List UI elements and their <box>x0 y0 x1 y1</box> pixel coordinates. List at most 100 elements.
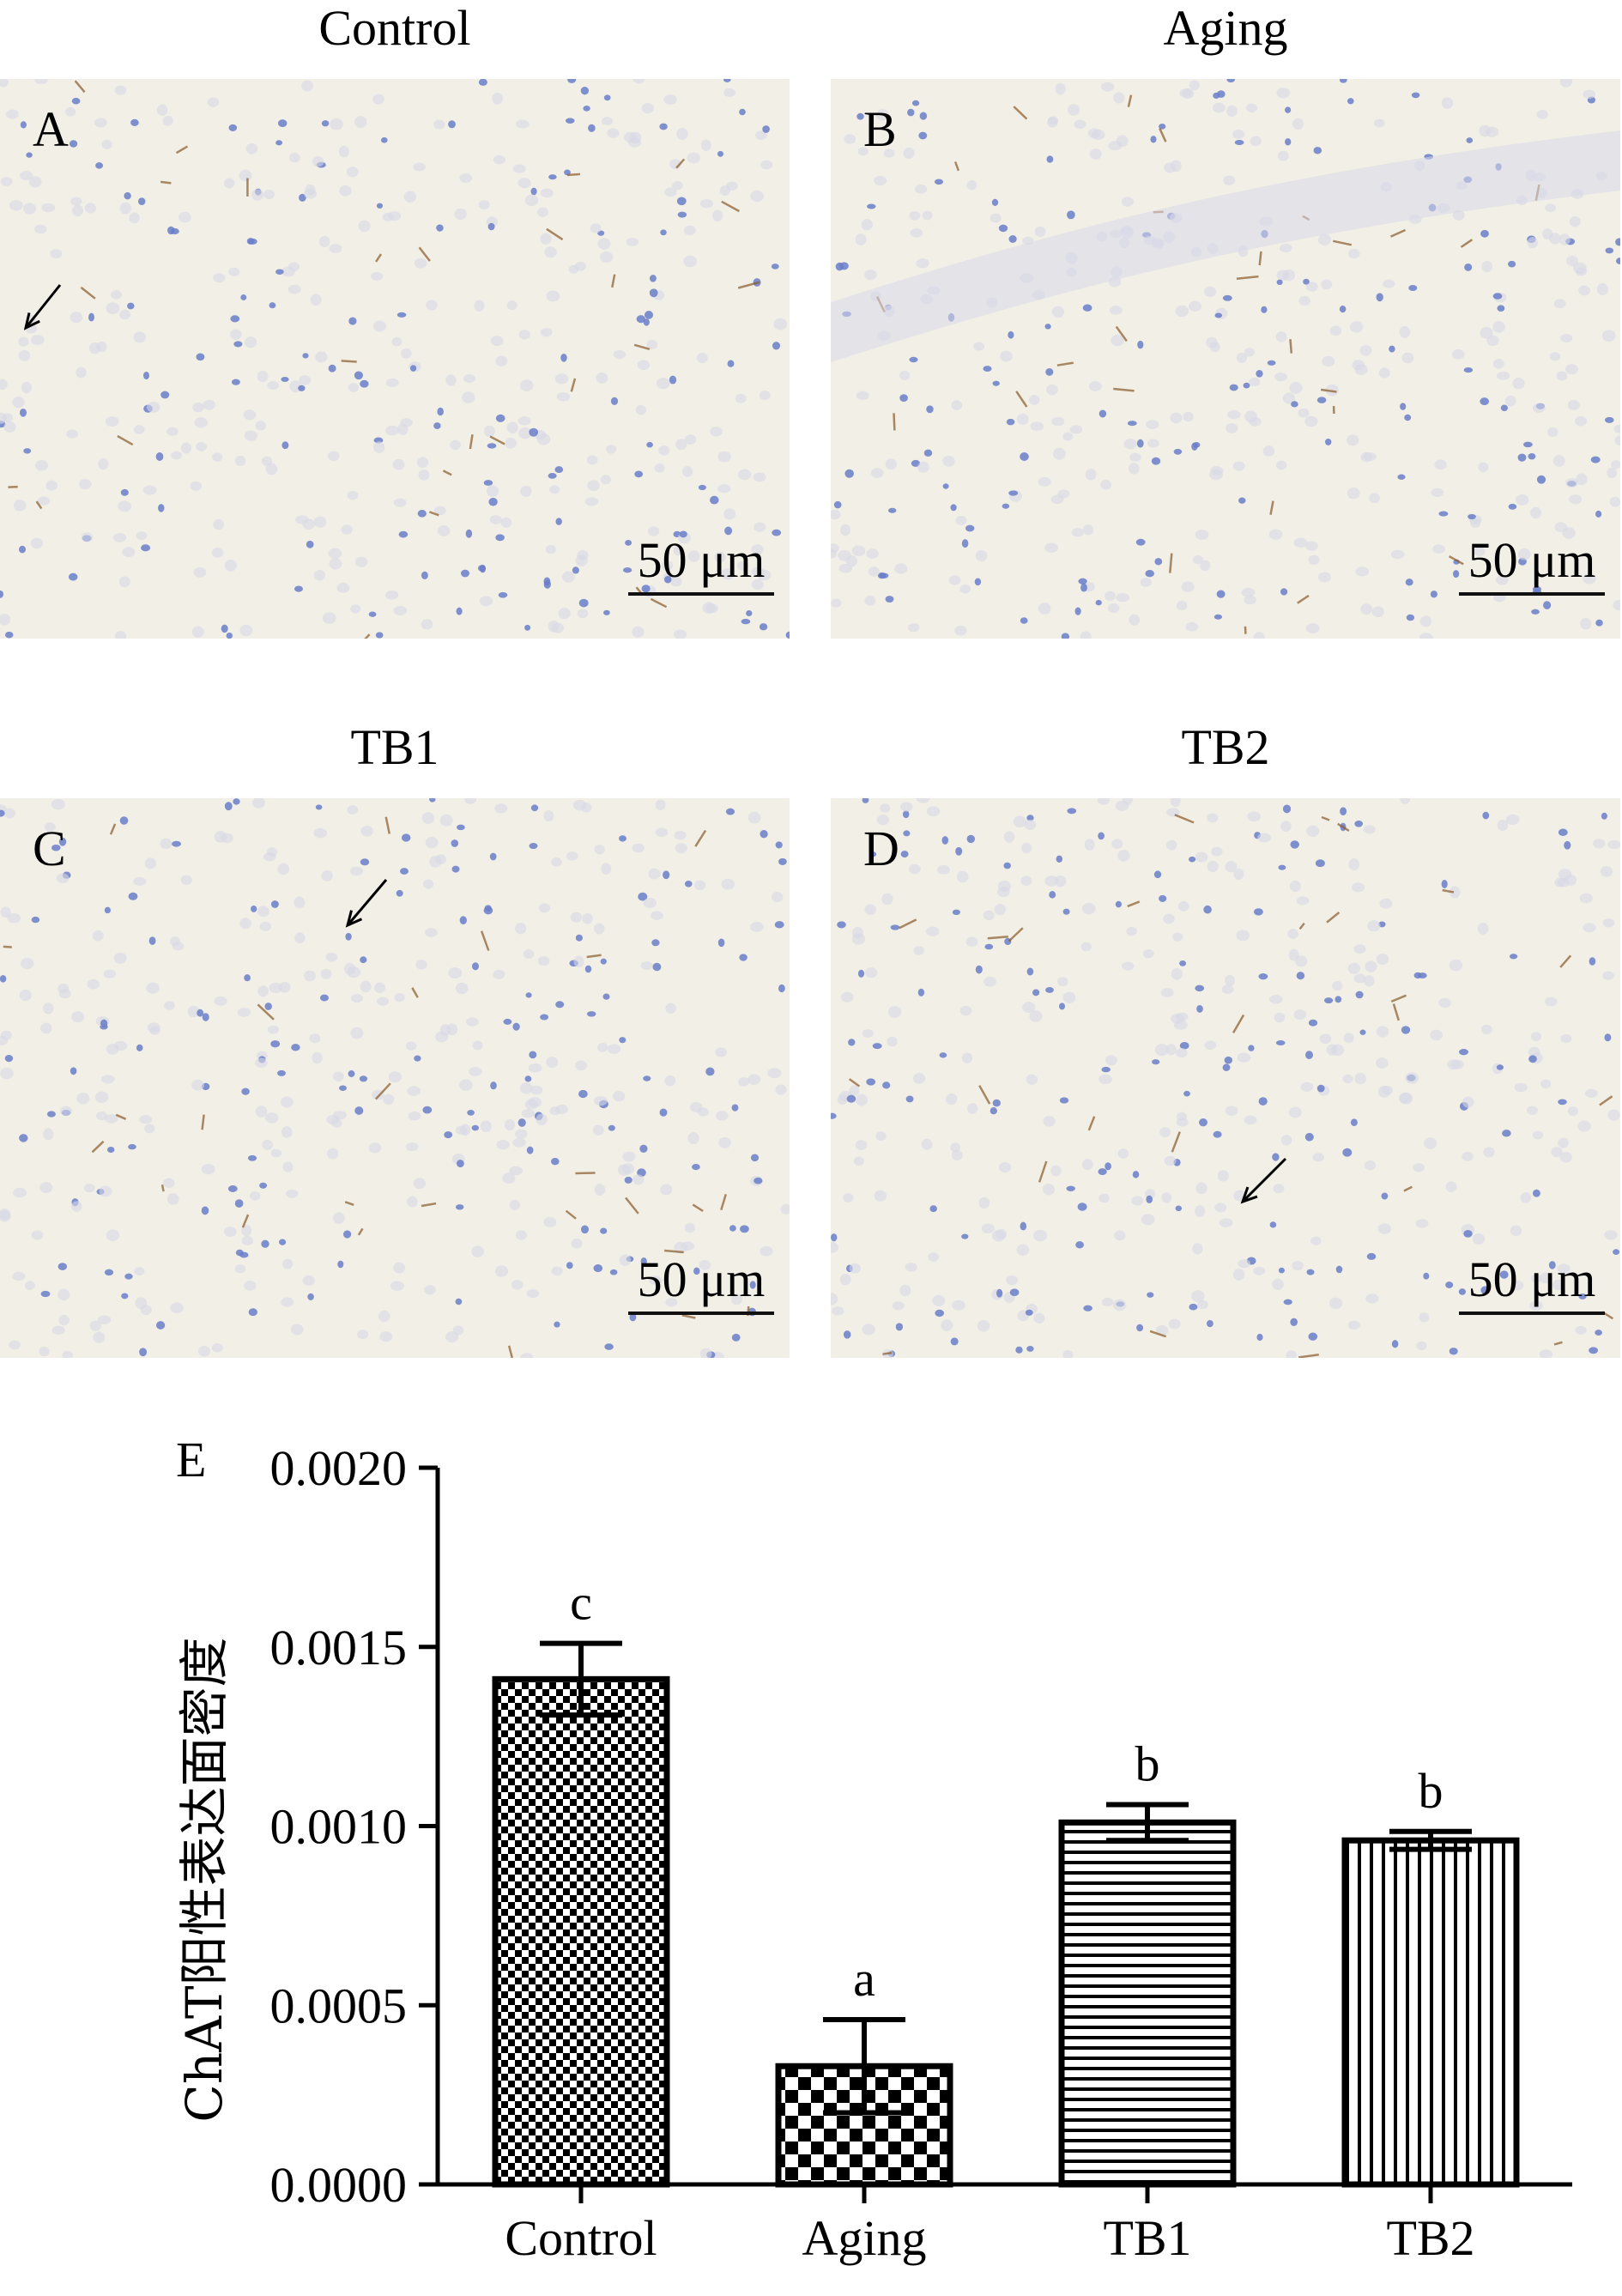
cell-nucleus <box>1613 599 1620 611</box>
cell-nucleus <box>926 405 934 414</box>
cell-nucleus <box>138 197 146 205</box>
cell-nucleus <box>421 619 433 630</box>
cell-nucleus <box>1147 1292 1154 1298</box>
cell-nucleus <box>992 1099 1001 1107</box>
cell-nucleus <box>876 814 890 826</box>
cell-nucleus <box>270 1148 282 1158</box>
cell-nucleus <box>1477 922 1489 935</box>
cell-nucleus <box>692 1163 700 1171</box>
cell-nucleus <box>511 1280 524 1290</box>
cell-nucleus <box>543 810 554 822</box>
cell-nucleus <box>523 949 535 959</box>
cell-nucleus <box>1275 1039 1286 1046</box>
scale-bar-line <box>628 1312 774 1315</box>
cell-nucleus <box>1560 1033 1572 1044</box>
cell-nucleus <box>0 974 7 983</box>
cell-nucleus <box>400 868 409 875</box>
cell-nucleus <box>115 631 127 639</box>
cell-nucleus <box>403 191 417 203</box>
cell-nucleus <box>1195 529 1209 541</box>
cell-nucleus <box>1206 1319 1213 1328</box>
arrow-head-icon <box>1240 1186 1258 1204</box>
cell-nucleus <box>555 518 562 525</box>
cell-nucleus <box>1343 1033 1354 1044</box>
cell-nucleus <box>1304 415 1318 427</box>
cell-nucleus <box>319 994 330 1002</box>
cell-nucleus <box>392 458 405 470</box>
cell-nucleus <box>1296 972 1305 980</box>
cell-nucleus <box>3 808 15 819</box>
cell-nucleus <box>0 809 5 817</box>
cell-nucleus <box>158 504 165 512</box>
cell-nucleus <box>59 1106 73 1116</box>
cell-nucleus <box>332 1071 344 1082</box>
cell-nucleus <box>1238 497 1246 504</box>
cell-nucleus <box>417 509 427 518</box>
cell-nucleus <box>191 1079 204 1091</box>
cell-nucleus <box>1244 595 1256 605</box>
cell-nucleus <box>437 524 451 536</box>
cell-nucleus <box>687 152 701 164</box>
cell-nucleus <box>684 1222 695 1233</box>
cell-nucleus <box>1123 438 1138 450</box>
cell-nucleus <box>1146 1195 1153 1204</box>
cell-nucleus <box>1024 819 1037 831</box>
cell-nucleus <box>1105 1055 1117 1066</box>
cell-nucleus <box>998 224 1008 233</box>
cell-nucleus <box>1340 807 1347 816</box>
cell-nucleus <box>211 1343 223 1353</box>
cell-nucleus <box>1115 900 1122 908</box>
cell-nucleus <box>566 851 578 861</box>
cell-nucleus <box>659 1108 668 1117</box>
cell-nucleus <box>277 119 287 128</box>
cell-nucleus <box>1275 460 1287 470</box>
cell-nucleus <box>674 831 687 840</box>
cell-nucleus <box>472 1040 483 1051</box>
cell-nucleus <box>1335 1265 1343 1274</box>
cell-nucleus <box>51 1325 65 1335</box>
cell-nucleus <box>1222 1063 1231 1072</box>
cell-nucleus <box>1176 1118 1189 1127</box>
cell-nucleus <box>1278 864 1286 870</box>
cell-nucleus <box>1576 473 1588 486</box>
cell-nucleus <box>1575 1325 1587 1335</box>
cell-nucleus <box>736 560 749 571</box>
cell-nucleus <box>1418 972 1427 979</box>
cell-nucleus <box>996 1288 1003 1298</box>
cell-nucleus <box>1285 106 1292 113</box>
cell-nucleus <box>1543 601 1552 609</box>
cell-nucleus <box>551 1266 563 1276</box>
cell-nucleus <box>1116 593 1130 603</box>
cell-nucleus <box>495 355 508 367</box>
stained-fiber <box>1289 339 1293 354</box>
cell-nucleus <box>647 526 660 536</box>
cell-nucleus <box>39 1182 53 1194</box>
cell-nucleus <box>1552 455 1565 467</box>
cell-nucleus <box>772 342 781 350</box>
cell-nucleus <box>43 1003 54 1015</box>
cell-nucleus <box>750 1154 760 1162</box>
cell-nucleus <box>1605 247 1614 254</box>
cell-nucleus <box>1492 359 1504 369</box>
cell-nucleus <box>1117 1148 1129 1159</box>
cell-nucleus <box>401 833 411 842</box>
cell-nucleus <box>127 302 135 310</box>
cell-nucleus <box>358 220 371 233</box>
cell-nucleus <box>255 1106 268 1118</box>
cell-nucleus <box>1132 1171 1140 1178</box>
cell-nucleus <box>861 219 874 231</box>
cell-nucleus <box>18 349 31 361</box>
cell-nucleus <box>1399 325 1411 338</box>
cell-nucleus <box>512 1137 526 1148</box>
stained-fiber <box>489 435 505 445</box>
cell-nucleus <box>1276 88 1291 99</box>
cell-nucleus <box>1611 460 1620 469</box>
cell-nucleus <box>1244 1115 1257 1125</box>
cell-nucleus <box>228 124 238 131</box>
cell-nucleus <box>679 530 687 538</box>
cell-nucleus <box>1332 980 1343 991</box>
cell-nucleus <box>345 932 352 941</box>
cell-nucleus <box>1195 1182 1207 1195</box>
cell-nucleus <box>844 469 854 478</box>
cell-nucleus <box>1462 1152 1474 1161</box>
